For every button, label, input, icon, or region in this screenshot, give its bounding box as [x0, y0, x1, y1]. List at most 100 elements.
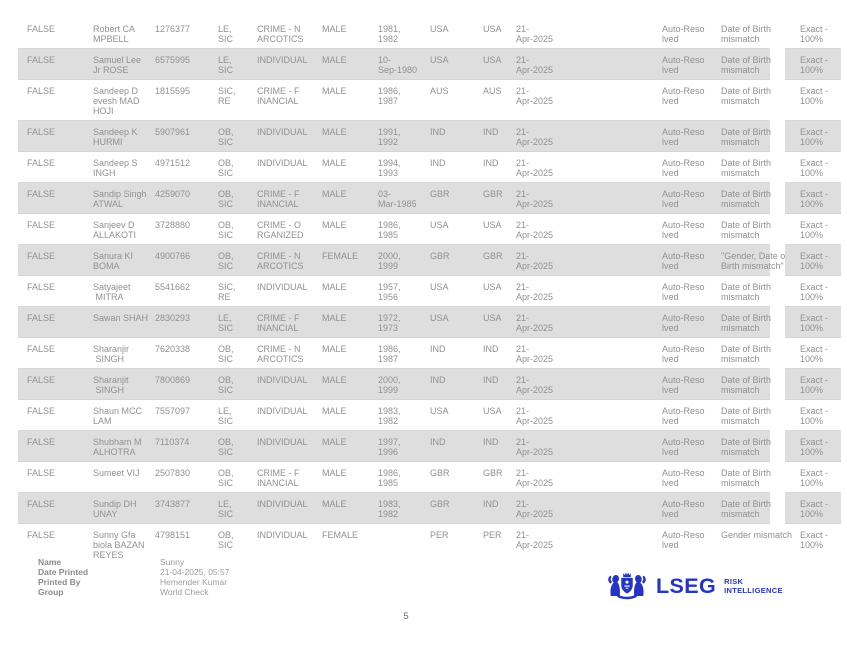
cell-match-strength: Exact - 100% — [800, 375, 829, 395]
cell-gender: MALE — [322, 127, 347, 137]
meta-value-date-printed: 21-04-2025, 05:57 — [160, 567, 230, 577]
cell-resolved-date: 21- Apr-2025 — [516, 375, 554, 395]
cell-match-flag: FALSE — [27, 406, 56, 416]
row-main-segment: FALSE Robert CA MPBELL 1276377 LE, SIC C… — [18, 18, 771, 49]
cell-resolution-status: Auto-Reso lved — [662, 499, 705, 519]
cell-match-strength: Exact - 100% — [800, 499, 829, 519]
cell-dob: 1983, 1982 — [378, 406, 401, 426]
cell-subcategory: INDIVIDUAL — [257, 375, 308, 385]
cell-country: PER — [430, 530, 449, 540]
cell-dob: 1986, 1985 — [378, 220, 401, 240]
table-row: FALSE Sawan SHAH 2830293 LE, SIC CRIME -… — [18, 307, 841, 338]
cell-country: GBR — [430, 189, 450, 199]
cell-match-flag: FALSE — [27, 189, 56, 199]
cell-gender: FEMALE — [322, 530, 359, 540]
cell-match-flag: FALSE — [27, 313, 56, 323]
cell-record-id: 7620338 — [155, 344, 191, 354]
column-gap — [770, 431, 785, 462]
column-gap — [770, 183, 785, 214]
cell-mismatch-reason: Date of Birth mismatch — [721, 282, 772, 302]
cell-resolved-date: 21- Apr-2025 — [516, 437, 554, 457]
page-number: 5 — [403, 611, 409, 622]
cell-resolution-status: Auto-Reso lved — [662, 251, 705, 271]
cell-category-codes: LE, SIC — [218, 24, 234, 44]
cell-record-id: 7800869 — [155, 375, 191, 385]
cell-country: IND — [430, 375, 446, 385]
column-gap — [770, 276, 785, 307]
cell-resolved-date: 21- Apr-2025 — [516, 530, 554, 550]
row-match-segment: Exact - 100% — [785, 80, 841, 121]
cell-dob: 1994, 1993 — [378, 158, 401, 178]
cell-entity-name: Sumeet VIJ — [93, 468, 140, 478]
cell-entity-name: Sandeep D evesh MAD HOJI — [93, 86, 140, 116]
table-row: FALSE Sanjeev D ALLAKOTI 3728880 OB, SIC… — [18, 214, 841, 245]
cell-resolution-status: Auto-Reso lved — [662, 468, 705, 488]
cell-nationality: USA — [483, 55, 502, 65]
cell-gender: MALE — [322, 437, 347, 447]
cell-mismatch-reason: Date of Birth mismatch — [721, 375, 772, 395]
column-gap — [770, 18, 785, 49]
cell-subcategory: INDIVIDUAL — [257, 499, 308, 509]
column-gap — [770, 307, 785, 338]
cell-gender: MALE — [322, 189, 347, 199]
cell-match-flag: FALSE — [27, 530, 56, 540]
cell-match-flag: FALSE — [27, 55, 56, 65]
cell-mismatch-reason: Date of Birth mismatch — [721, 127, 772, 147]
cell-entity-name: Sawan SHAH — [93, 313, 149, 323]
meta-label-date-printed: Date Printed — [38, 567, 89, 577]
cell-entity-name: Shubham M ALHOTRA — [93, 437, 142, 457]
cell-category-codes: OB, SIC — [218, 189, 234, 209]
row-main-segment: FALSE Shubham M ALHOTRA 7110374 OB, SIC … — [18, 431, 771, 462]
row-main-segment: FALSE Shaun MCC LAM 7557097 LE, SIC INDI… — [18, 400, 771, 431]
row-match-segment: Exact - 100% — [785, 276, 841, 307]
cell-entity-name: Sanjeev D ALLAKOTI — [93, 220, 137, 240]
cell-country: USA — [430, 313, 449, 323]
column-gap — [770, 80, 785, 121]
column-gap — [770, 524, 785, 564]
row-main-segment: FALSE Sharanjit SINGH 7800869 OB, SIC IN… — [18, 369, 772, 400]
lseg-wordmark: LSEG — [656, 574, 717, 598]
cell-subcategory: CRIME - N ARCOTICS — [257, 24, 304, 44]
cell-record-id: 2507830 — [155, 468, 191, 478]
cell-country: USA — [430, 55, 449, 65]
row-main-segment: FALSE Sanura KI BOMA 4900766 OB, SIC CRI… — [18, 245, 788, 276]
cell-gender: MALE — [322, 406, 347, 416]
column-gap — [770, 338, 785, 369]
row-match-segment: Exact - 100% — [785, 369, 841, 400]
meta-value-group: World Check — [160, 587, 209, 597]
cell-match-strength: Exact - 100% — [800, 530, 829, 550]
cell-mismatch-reason: Date of Birth mismatch — [721, 220, 772, 240]
cell-record-id: 6575995 — [155, 55, 191, 65]
cell-dob: 1991, 1992 — [378, 127, 401, 147]
cell-resolution-status: Auto-Reso lved — [662, 86, 705, 106]
cell-dob: 1957, 1956 — [378, 282, 401, 302]
row-match-segment: Exact - 100% — [785, 493, 841, 524]
cell-record-id: 3743877 — [155, 499, 191, 509]
cell-country: AUS — [430, 86, 449, 96]
cell-category-codes: OB, SIC — [218, 127, 234, 147]
cell-match-strength: Exact - 100% — [800, 158, 829, 178]
cell-resolved-date: 21- Apr-2025 — [516, 127, 554, 147]
cell-dob: 1972, 1973 — [378, 313, 401, 333]
cell-match-strength: Exact - 100% — [800, 406, 829, 426]
cell-mismatch-reason: Date of Birth mismatch — [721, 344, 772, 364]
cell-match-flag: FALSE — [27, 468, 56, 478]
cell-gender: MALE — [322, 24, 347, 34]
cell-nationality: IND — [483, 437, 499, 447]
cell-match-strength: Exact - 100% — [800, 313, 829, 333]
cell-nationality: IND — [483, 127, 499, 137]
cell-gender: MALE — [322, 86, 347, 96]
row-match-segment: Exact - 100% — [785, 121, 841, 152]
meta-label-printed-by: Printed By — [38, 577, 81, 587]
cell-match-strength: Exact - 100% — [800, 437, 829, 457]
cell-resolution-status: Auto-Reso lved — [662, 375, 705, 395]
cell-record-id: 4798151 — [155, 530, 191, 540]
column-gap — [770, 152, 785, 183]
cell-country: IND — [430, 158, 446, 168]
row-match-segment: Exact - 100% — [785, 462, 841, 493]
cell-gender: MALE — [322, 344, 347, 354]
cell-resolved-date: 21- Apr-2025 — [516, 189, 554, 209]
cell-resolved-date: 21- Apr-2025 — [516, 344, 554, 364]
cell-record-id: 1815595 — [155, 86, 191, 96]
cell-match-strength: Exact - 100% — [800, 24, 829, 44]
